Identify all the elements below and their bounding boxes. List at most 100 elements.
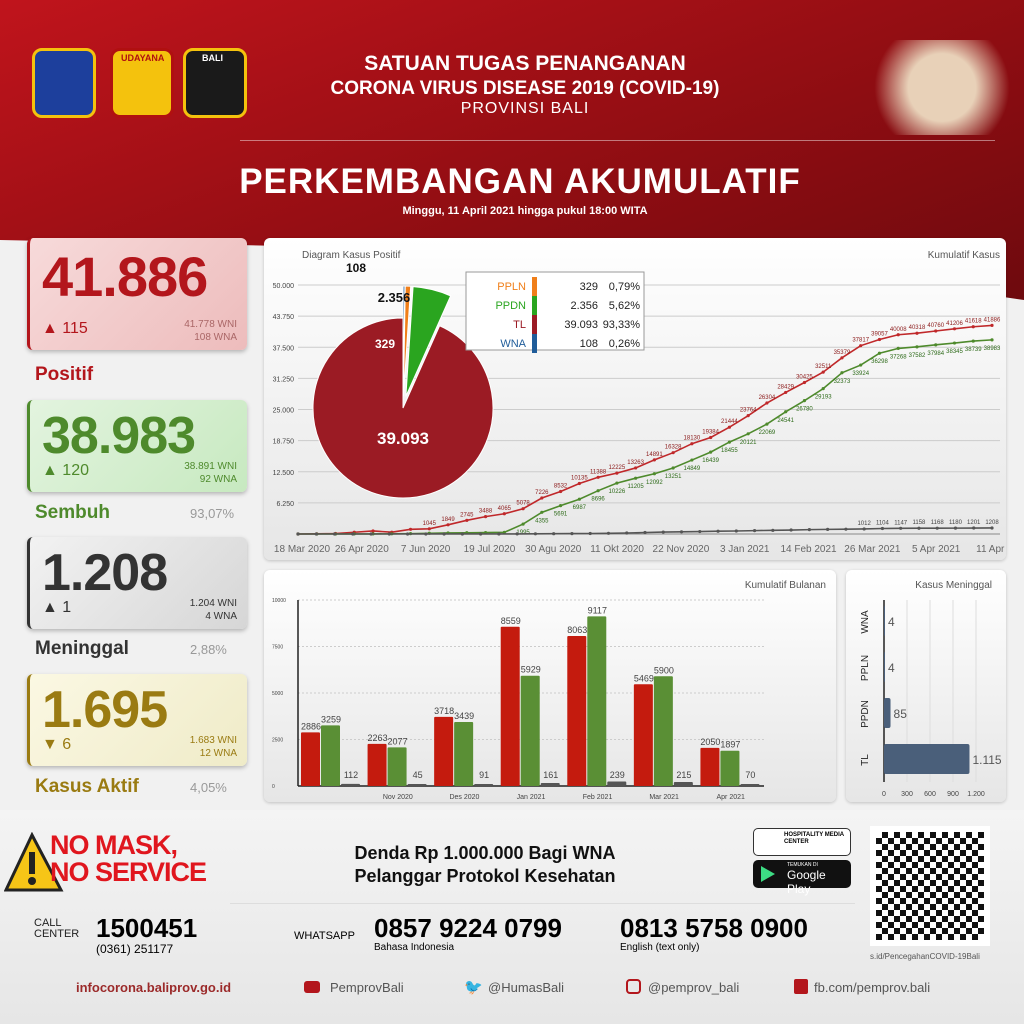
data-label: 21444 xyxy=(721,419,738,425)
data-label: 13251 xyxy=(665,474,682,480)
data-point xyxy=(483,515,488,519)
x-tick-label: 26 Mar 2021 xyxy=(844,544,901,555)
stat-breakdown: 38.891 WNI 92 WNA xyxy=(184,460,237,486)
data-point xyxy=(652,472,656,476)
triangle-down-icon: ▼ xyxy=(42,736,58,753)
y-tick-label: 18.750 xyxy=(273,439,295,446)
pie-slice-ppdn xyxy=(405,286,452,397)
bar-value-label: 9117 xyxy=(588,605,607,615)
bar xyxy=(301,732,320,786)
bar xyxy=(884,744,970,774)
data-point xyxy=(990,338,994,342)
monthly-bar-chart: Kumulatif Bulanan02500500075001000028863… xyxy=(272,580,826,801)
chart-title: Kumulatif Kasus xyxy=(928,250,1000,261)
facebook-link[interactable]: fb.com/pemprov.bali xyxy=(814,980,931,995)
y-category-label: TL xyxy=(860,754,871,766)
website-link[interactable]: infocorona.baliprov.go.id xyxy=(76,980,232,995)
y-tick-label: 0 xyxy=(272,784,275,790)
hospitality-media-center-badge[interactable]: HOSPITALITY MEDIA CENTER xyxy=(753,828,851,856)
call-label-2: CENTER xyxy=(34,928,80,940)
bar-value-label: 8559 xyxy=(501,616,521,626)
data-label: 12225 xyxy=(609,465,626,471)
stat-value: 41.886 xyxy=(42,245,208,308)
data-point xyxy=(840,356,844,360)
stat-card-meninggal: 1.208 ▲ 1 1.204 WNI 4 WNA xyxy=(27,537,247,629)
qr-code[interactable] xyxy=(870,826,990,946)
cumulative-line-chart-panel: Kumulatif Kasus 6.250 12.500 18.750 25.000 31… xyxy=(264,238,1024,560)
data-point xyxy=(990,323,994,328)
data-label: 40760 xyxy=(927,323,944,329)
data-label: 26304 xyxy=(759,395,776,401)
data-label: 37984 xyxy=(927,351,944,357)
stat-value: 1.695 xyxy=(42,681,168,739)
legend-value: 39.093 xyxy=(564,319,598,331)
data-point xyxy=(690,442,694,446)
monthly-bar-chart-panel: Kumulatif Bulanan 0 2500 5000 7500 10000 2886 3… xyxy=(264,570,836,802)
stat-label: Meninggal xyxy=(35,638,129,659)
polda-bali-logo: BALI xyxy=(183,48,247,118)
warning-icon xyxy=(4,832,64,892)
bar xyxy=(653,676,673,786)
y-tick-label: 43.750 xyxy=(273,314,295,321)
data-point xyxy=(671,451,675,455)
legend-percent: 0,79% xyxy=(609,281,640,293)
data-point xyxy=(727,425,732,429)
stat-card-kasus-aktif: 1.695 ▼ 6 1.683 WNI 12 WNA xyxy=(27,674,247,766)
y-tick-label: 10000 xyxy=(272,598,286,604)
whatsapp-number-id[interactable]: 0857 9224 0799 xyxy=(374,913,562,943)
bar xyxy=(607,781,627,786)
data-point xyxy=(460,532,464,536)
x-tick-label: 5 Apr 2021 xyxy=(912,544,961,555)
bar-value-label: 2077 xyxy=(388,736,408,746)
stat-percent: 2,88% xyxy=(190,642,227,657)
bar-value-label: 215 xyxy=(676,770,691,780)
data-point xyxy=(765,401,769,405)
y-tick-label: 12.500 xyxy=(273,470,295,477)
bar xyxy=(673,782,693,786)
x-tick-label: 19 Jul 2020 xyxy=(464,544,516,555)
stat-delta-value: 1 xyxy=(62,599,72,616)
x-tick-label: 600 xyxy=(924,791,936,798)
data-point xyxy=(369,532,373,536)
bar-value-label: 91 xyxy=(479,770,489,780)
y-tick-label: 31.250 xyxy=(273,376,295,383)
data-point xyxy=(746,414,750,418)
data-label: 32511 xyxy=(815,364,832,370)
call-center-phone[interactable]: (0361) 251177 xyxy=(96,942,174,956)
data-label: 13263 xyxy=(627,460,644,466)
data-point xyxy=(727,440,732,444)
data-point xyxy=(661,530,665,534)
whatsapp-number-en[interactable]: 0813 5758 0900 xyxy=(620,913,808,943)
data-point xyxy=(515,532,519,536)
legend-label: WNA xyxy=(500,338,526,350)
x-tick-label: 1.200 xyxy=(967,791,985,798)
twitter-link[interactable]: @HumasBali xyxy=(488,980,565,995)
bar-value-label: 4 xyxy=(888,615,895,629)
x-tick-label: 7 Jun 2020 xyxy=(401,544,451,555)
data-label: 37582 xyxy=(909,353,926,359)
legend-percent: 93,33% xyxy=(603,319,641,331)
pie-label-ppdn: 2.356 xyxy=(378,290,411,305)
data-label: 37817 xyxy=(852,338,869,344)
slogan-line-2: NO SERVICE xyxy=(50,857,207,887)
divider xyxy=(230,903,855,904)
instagram-link[interactable]: @pemprov_bali xyxy=(648,980,740,995)
call-center-number[interactable]: 1500451 xyxy=(96,913,198,943)
legend-value: 2.356 xyxy=(570,300,598,312)
bar xyxy=(540,783,560,786)
qr-url[interactable]: s.id/PencegahanCOVID-19Bali xyxy=(870,952,980,961)
data-label: 1045 xyxy=(423,521,437,527)
bar-value-label: 8063 xyxy=(567,625,587,635)
stat-wni: 1.683 WNI xyxy=(189,735,237,746)
youtube-link[interactable]: PemprovBali xyxy=(330,980,404,995)
data-point xyxy=(952,341,957,345)
data-point xyxy=(915,331,919,335)
data-point xyxy=(821,370,825,374)
data-label: 11388 xyxy=(590,469,607,475)
google-play-badge[interactable]: TEMUKAN DI Google Play xyxy=(753,860,851,896)
data-label: 1158 xyxy=(912,520,926,526)
data-point xyxy=(615,481,619,485)
stat-value: 1.208 xyxy=(42,544,168,602)
data-point xyxy=(917,526,921,530)
data-point xyxy=(952,327,957,331)
